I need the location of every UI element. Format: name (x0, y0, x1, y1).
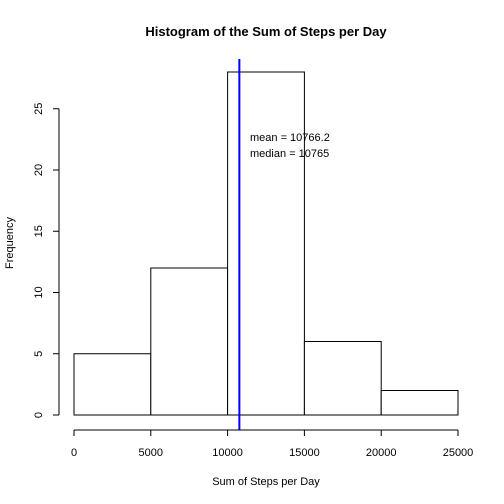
histogram-bar-1 (150, 267, 229, 416)
chart-title: Histogram of the Sum of Steps per Day (145, 24, 387, 39)
histogram-bar-0 (73, 353, 152, 416)
x-tick-label-2: 10000 (212, 447, 243, 459)
y-tick-label-0: 0 (33, 412, 45, 418)
y-tick-label-2: 10 (33, 286, 45, 298)
histogram-bar-2 (227, 71, 305, 416)
x-axis: 0 5000 10000 15000 20000 25000 (71, 429, 474, 459)
x-tick-label-5: 25000 (443, 447, 474, 459)
x-axis-label: Sum of Steps per Day (212, 476, 320, 488)
y-tick-label-5: 25 (33, 103, 45, 115)
y-tick-label-4: 20 (33, 164, 45, 176)
y-tick-label-1: 5 (33, 351, 45, 357)
x-tick-label-4: 20000 (366, 447, 397, 459)
x-tick-label-3: 15000 (289, 447, 320, 459)
histogram-bar-3 (303, 341, 382, 416)
bars-group (73, 71, 459, 416)
histogram-bar-4 (380, 390, 459, 416)
x-tick-label-1: 5000 (139, 447, 163, 459)
mean-annotation: mean = 10766.2 (250, 132, 330, 144)
median-annotation: median = 10765 (250, 148, 329, 160)
y-tick-label-3: 15 (33, 225, 45, 237)
y-axis-label: Frequency (4, 217, 16, 269)
y-axis: 0 5 10 15 20 25 (33, 103, 60, 418)
x-tick-label-0: 0 (71, 447, 77, 459)
